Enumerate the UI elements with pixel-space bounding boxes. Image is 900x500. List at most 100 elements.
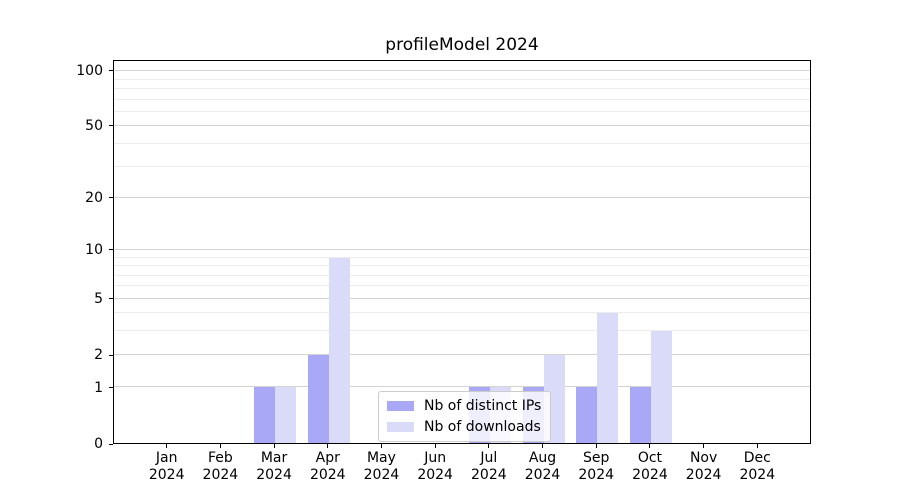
x-tick-label-sep: Sep 2024 bbox=[565, 450, 627, 484]
x-tick-year: 2024 bbox=[685, 467, 722, 483]
x-tick-mark bbox=[649, 444, 651, 448]
major-gridline bbox=[114, 70, 810, 72]
x-tick-label-oct: Oct 2024 bbox=[619, 450, 681, 484]
major-gridline bbox=[114, 297, 810, 299]
x-tick-label-may: May 2024 bbox=[350, 450, 412, 484]
x-tick-month: Jan bbox=[155, 450, 178, 466]
x-tick-month: May bbox=[366, 450, 396, 466]
y-tick-mark bbox=[109, 197, 113, 199]
x-tick-year: 2024 bbox=[578, 467, 615, 483]
bar-distinct-ips-oct bbox=[629, 387, 651, 443]
x-tick-month: Sep bbox=[583, 450, 610, 466]
legend: Nb of distinct IPs Nb of downloads bbox=[378, 391, 552, 442]
y-tick-mark bbox=[109, 125, 113, 127]
chart-title: profileModel 2024 bbox=[385, 35, 539, 55]
minor-gridline bbox=[114, 165, 810, 167]
x-tick-label-jan: Jan 2024 bbox=[136, 450, 198, 484]
x-tick-year: 2024 bbox=[417, 467, 453, 483]
x-tick-month: Apr bbox=[315, 450, 340, 466]
x-tick-label-mar: Mar 2024 bbox=[243, 450, 305, 484]
x-tick-year: 2024 bbox=[202, 467, 239, 483]
legend-label: Nb of downloads bbox=[424, 419, 541, 435]
y-tick-mark bbox=[109, 249, 113, 251]
y-tick-label: 5 bbox=[94, 290, 103, 307]
major-gridline bbox=[114, 125, 810, 127]
x-tick-mark bbox=[219, 444, 221, 448]
legend-entry: Nb of distinct IPs bbox=[387, 397, 541, 415]
legend-swatch-icon bbox=[387, 422, 414, 432]
x-tick-mark bbox=[434, 444, 436, 448]
y-tick-label: 1 bbox=[94, 379, 103, 396]
legend-swatch-icon bbox=[387, 401, 414, 411]
minor-gridline bbox=[114, 143, 810, 145]
y-tick-mark bbox=[109, 387, 113, 389]
x-tick-label-feb: Feb 2024 bbox=[189, 450, 251, 484]
x-tick-mark bbox=[703, 444, 705, 448]
bar-distinct-ips-apr bbox=[307, 354, 329, 443]
y-tick-mark bbox=[109, 443, 113, 445]
bar-downloads-apr bbox=[328, 257, 350, 443]
x-tick-mark bbox=[756, 444, 758, 448]
x-tick-label-aug: Aug 2024 bbox=[512, 450, 574, 484]
x-tick-year: 2024 bbox=[524, 467, 561, 483]
x-tick-year: 2024 bbox=[309, 467, 346, 483]
y-tick-mark bbox=[109, 298, 113, 300]
y-tick-mark bbox=[109, 354, 113, 356]
x-tick-month: Aug bbox=[528, 450, 557, 466]
major-gridline bbox=[114, 248, 810, 250]
minor-gridline bbox=[114, 98, 810, 100]
plot-area: Nb of distinct IPs Nb of downloads bbox=[113, 60, 811, 444]
x-tick-month: Nov bbox=[689, 450, 718, 466]
minor-gridline bbox=[114, 111, 810, 113]
x-tick-label-apr: Apr 2024 bbox=[297, 450, 359, 484]
y-tick-label: 2 bbox=[94, 347, 103, 364]
y-tick-label: 10 bbox=[85, 241, 103, 258]
x-tick-label-jun: Jun 2024 bbox=[404, 450, 466, 484]
y-tick-label: 50 bbox=[85, 117, 103, 134]
bar-downloads-oct bbox=[650, 331, 672, 443]
x-tick-year: 2024 bbox=[471, 467, 507, 483]
legend-entry: Nb of downloads bbox=[387, 418, 541, 436]
y-tick-label: 20 bbox=[85, 189, 103, 206]
major-gridline bbox=[114, 353, 810, 355]
minor-gridline bbox=[114, 265, 810, 267]
major-gridline bbox=[114, 196, 810, 198]
x-tick-label-nov: Nov 2024 bbox=[673, 450, 735, 484]
y-tick-label: 0 bbox=[94, 436, 103, 452]
minor-gridline bbox=[114, 312, 810, 314]
legend-label: Nb of distinct IPs bbox=[424, 398, 542, 414]
x-tick-month: Feb bbox=[207, 450, 233, 466]
x-tick-month: Dec bbox=[743, 450, 771, 466]
bar-downloads-mar bbox=[275, 387, 297, 443]
x-tick-mark bbox=[166, 444, 168, 448]
minor-gridline bbox=[114, 256, 810, 258]
y-tick-label: 100 bbox=[76, 62, 103, 79]
minor-gridline bbox=[114, 330, 810, 332]
x-tick-mark bbox=[327, 444, 329, 448]
bar-downloads-sep bbox=[597, 313, 619, 443]
minor-gridline bbox=[114, 285, 810, 287]
major-gridline bbox=[114, 386, 810, 388]
x-tick-label-jul: Jul 2024 bbox=[458, 450, 520, 484]
x-tick-mark bbox=[273, 444, 275, 448]
y-tick-mark bbox=[109, 70, 113, 71]
x-tick-label-dec: Dec 2024 bbox=[726, 450, 788, 484]
x-tick-year: 2024 bbox=[148, 467, 185, 483]
x-tick-year: 2024 bbox=[363, 467, 400, 483]
x-tick-year: 2024 bbox=[739, 467, 776, 483]
x-tick-mark bbox=[542, 444, 544, 448]
bar-distinct-ips-sep bbox=[576, 387, 598, 443]
x-tick-mark bbox=[595, 444, 597, 448]
x-tick-month: Jun bbox=[424, 450, 447, 466]
x-tick-month: Mar bbox=[260, 450, 288, 466]
x-tick-month: Oct bbox=[637, 450, 663, 466]
x-tick-year: 2024 bbox=[632, 467, 668, 483]
x-tick-mark bbox=[380, 444, 382, 448]
x-tick-year: 2024 bbox=[256, 467, 292, 483]
minor-gridline bbox=[114, 274, 810, 276]
minor-gridline bbox=[114, 88, 810, 90]
minor-gridline bbox=[114, 78, 810, 80]
x-tick-mark bbox=[488, 444, 490, 448]
bar-distinct-ips-mar bbox=[254, 387, 276, 443]
